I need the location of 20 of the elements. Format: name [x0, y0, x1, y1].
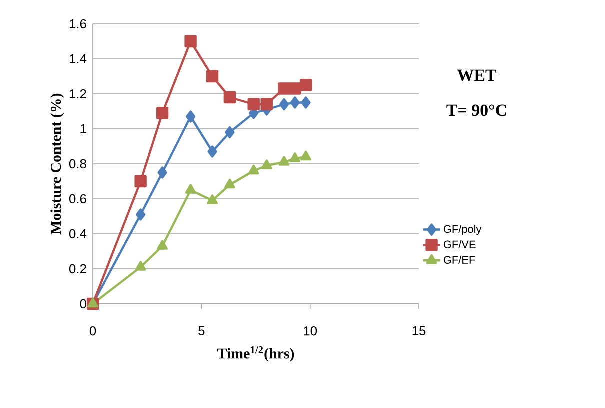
y-tick-label: 1.2 [70, 89, 86, 99]
y-tick-label: 1.6 [70, 19, 86, 29]
x-tick-label: 10 [304, 326, 318, 336]
y-tick-label: 1 [80, 124, 86, 134]
y-tick-label: 0.8 [69, 159, 86, 169]
y-tick-label: 0.4 [69, 229, 87, 239]
y-tick-label: 1.4 [70, 54, 87, 64]
x-tick-label: 15 [412, 326, 426, 336]
x-tick-label: 0 [90, 326, 96, 336]
legend-label: GF/EF [444, 256, 476, 264]
y-tick-label: 0.6 [69, 194, 86, 204]
legend-label: GF/VE [444, 240, 476, 249]
y-tick-label: 0 [80, 299, 86, 309]
text: WET [457, 70, 497, 82]
legend-label: GF/poly [444, 225, 482, 236]
x-tick-label: 5 [198, 326, 205, 336]
x-axis-title: Time$^{1/2}$(hrs) [217, 346, 294, 362]
y-axis-title: Moisture Content (%) [50, 94, 64, 235]
text: T= 90°C [446, 104, 506, 116]
y-tick-label: 0.2 [69, 264, 86, 274]
